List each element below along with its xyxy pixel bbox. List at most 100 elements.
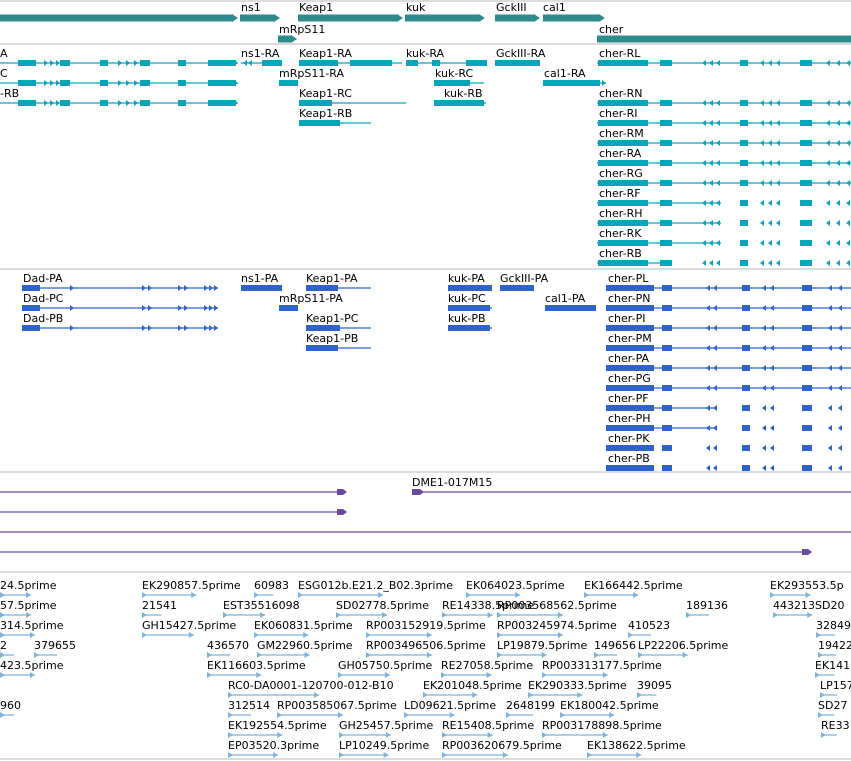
gene-body[interactable] [597, 35, 851, 43]
protein-label[interactable]: kuk-PA [448, 272, 485, 285]
est-label[interactable]: EK116603.5prime [207, 659, 306, 672]
protein-label[interactable]: ns1-PA [241, 272, 279, 285]
est-label[interactable]: 60983 [254, 579, 289, 592]
est-label[interactable]: 2648199 [506, 699, 555, 712]
transcript-label[interactable]: ns1-RA [241, 47, 280, 60]
est-label[interactable]: EK138622.5prime [587, 739, 686, 752]
est-label[interactable]: GH15427.5prime [142, 619, 237, 632]
est-label[interactable]: RE33 [821, 719, 850, 732]
transcript-label[interactable]: GckIII-RA [496, 47, 546, 60]
transcript-label[interactable]: cher-RG [599, 167, 643, 180]
gene-body[interactable] [278, 35, 292, 43]
est-label[interactable]: 57.5prime [0, 599, 57, 612]
est-label[interactable]: 39095 [637, 679, 672, 692]
protein-label[interactable]: cher-PB [608, 452, 650, 465]
est-label[interactable]: LP19879.5prime [497, 639, 588, 652]
transcript-label[interactable]: cal1-RA [544, 67, 586, 80]
protein-label[interactable]: Keap1-PA [306, 272, 358, 285]
est-label[interactable]: 19422 [818, 639, 851, 652]
est-label[interactable]: RE15408.5prime [442, 719, 534, 732]
transcript-label[interactable]: Keap1-RB [299, 107, 352, 120]
protein-label[interactable]: cher-PI [608, 312, 645, 325]
est-label[interactable]: LP22206.5prime [638, 639, 729, 652]
protein-label[interactable]: cal1-PA [545, 292, 586, 305]
gene-body[interactable] [405, 14, 480, 22]
est-label[interactable]: RP003568562.5prime [497, 599, 617, 612]
protein-label[interactable]: cher-PA [608, 352, 650, 365]
transcript-label[interactable]: cher-RK [599, 227, 642, 240]
protein-label[interactable]: cher-PG [608, 372, 651, 385]
est-label[interactable]: RC0-DA0001-120700-012-B10 [228, 679, 394, 692]
est-label[interactable]: EK290333.5prime [528, 679, 627, 692]
gene-body[interactable] [240, 14, 275, 22]
protein-label[interactable]: cher-PM [608, 332, 652, 345]
protein-label[interactable]: Dad-PC [23, 292, 64, 305]
est-label[interactable]: EP03520.3prime [228, 739, 319, 752]
transcript-label[interactable]: cher-RI [599, 107, 637, 120]
est-label[interactable]: 189136 [686, 599, 728, 612]
est-label[interactable]: EK290857.5prime [142, 579, 241, 592]
transcript-label[interactable]: kuk-RA [406, 47, 445, 60]
clone-label[interactable]: DME1-017M15 [412, 476, 492, 489]
transcript-label[interactable]: Keap1-RC [299, 87, 352, 100]
gene-label[interactable]: Keap1 [299, 1, 333, 14]
transcript-label[interactable]: cher-RM [599, 127, 644, 140]
est-label[interactable]: 423.5prime [0, 659, 64, 672]
protein-label[interactable]: cher-PF [608, 392, 649, 405]
gene-body[interactable] [0, 14, 233, 22]
est-label[interactable]: GH25457.5prime [339, 719, 434, 732]
est-label[interactable]: EK180042.5prime [560, 699, 659, 712]
gene-label[interactable]: GckIII [496, 1, 527, 14]
est-label[interactable]: 32849 [816, 619, 851, 632]
transcript-label[interactable]: cher-RA [599, 147, 642, 160]
est-label[interactable]: EK201048.5prime [423, 679, 522, 692]
transcript-label[interactable]: kuk-RB [444, 87, 483, 100]
gene-label[interactable]: mRpS11 [279, 23, 325, 36]
protein-label[interactable]: GckIII-PA [500, 272, 549, 285]
gene-label[interactable]: cal1 [543, 1, 566, 14]
est-label[interactable]: EK141 [815, 659, 850, 672]
transcript-label[interactable]: cher-RB [599, 247, 642, 260]
gene-label[interactable]: kuk [406, 1, 426, 14]
est-label[interactable]: LP10249.5prime [339, 739, 430, 752]
protein-label[interactable]: cher-PK [608, 432, 650, 445]
gene-body[interactable] [495, 14, 535, 22]
transcript-label[interactable]: cher-RL [599, 47, 641, 60]
est-label[interactable]: 443213SD20 [773, 599, 844, 612]
est-label[interactable]: RP003585067.5prime [277, 699, 397, 712]
est-label[interactable]: 21541 [142, 599, 177, 612]
est-label[interactable]: RP003245974.5prime [497, 619, 617, 632]
transcript-label[interactable]: A [0, 47, 8, 60]
est-label[interactable]: RP003313177.5prime [542, 659, 662, 672]
protein-label[interactable]: mRpS11-PA [279, 292, 343, 305]
est-label[interactable]: 312514 [228, 699, 270, 712]
transcript-label[interactable]: cher-RH [599, 207, 643, 220]
est-label[interactable]: 410523 [628, 619, 670, 632]
est-label[interactable]: RP003620679.5prime [442, 739, 562, 752]
est-label[interactable]: EK064023.5prime [466, 579, 565, 592]
gene-label[interactable]: cher [599, 23, 624, 36]
est-label[interactable]: 2 [0, 639, 7, 652]
est-label[interactable]: GM22960.5prime [257, 639, 353, 652]
est-label[interactable]: RP003496506.5prime [366, 639, 486, 652]
est-label[interactable]: 379655 [34, 639, 76, 652]
transcript-label[interactable]: mRpS11-RA [279, 67, 344, 80]
protein-label[interactable]: Dad-PB [23, 312, 63, 325]
est-label[interactable]: RP003152919.5prime [366, 619, 486, 632]
protein-label[interactable]: cher-PN [608, 292, 650, 305]
est-label[interactable]: RP003178898.5prime [542, 719, 662, 732]
protein-label[interactable]: cher-PH [608, 412, 650, 425]
transcript-label[interactable]: kuk-RC [435, 67, 473, 80]
gene-label[interactable]: ns1 [241, 1, 261, 14]
protein-label[interactable]: Keap1-PB [306, 332, 358, 345]
transcript-label[interactable]: Keap1-RA [299, 47, 352, 60]
est-label[interactable]: 149656 [594, 639, 636, 652]
est-label[interactable]: SD02778.5prime [336, 599, 429, 612]
protein-label[interactable]: Keap1-PC [306, 312, 359, 325]
est-label[interactable]: LD09621.5prime [404, 699, 496, 712]
est-label[interactable]: EK166442.5prime [584, 579, 683, 592]
protein-label[interactable]: Dad-PA [23, 272, 63, 285]
est-label[interactable]: EK060831.5prime [254, 619, 353, 632]
est-label[interactable]: ESG012b.E21.2_B02.3prime [298, 579, 453, 592]
est-label[interactable]: 314.5prime [0, 619, 64, 632]
